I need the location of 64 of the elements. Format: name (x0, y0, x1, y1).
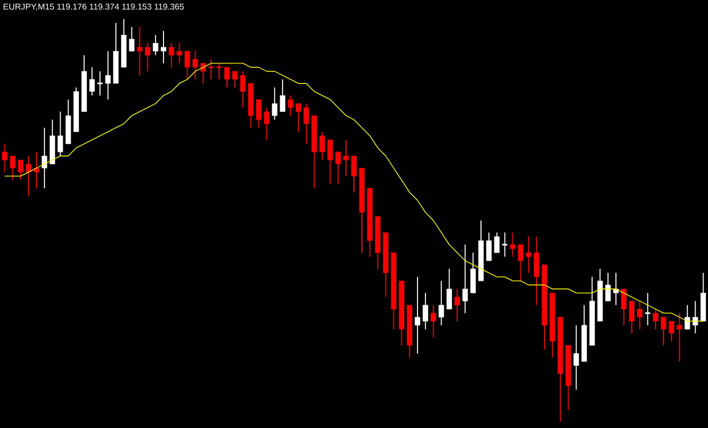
candlestick (486, 232, 492, 262)
candlestick (660, 316, 666, 346)
candlestick (501, 232, 508, 258)
candlestick (144, 42, 150, 72)
candlestick (176, 42, 182, 64)
candlestick (224, 66, 230, 88)
candlestick (200, 62, 206, 84)
candlestick (637, 300, 642, 330)
candlestick (280, 78, 286, 112)
candlestick (462, 244, 468, 314)
candlestick (184, 50, 190, 80)
candlestick (129, 26, 134, 52)
candlestick (438, 280, 444, 326)
candlestick (160, 30, 166, 64)
candlestick (34, 151, 40, 189)
candlestick (304, 103, 310, 144)
chart-title: EURJPY,M15 119.176 119.374 119.153 119.365 (4, 4, 184, 11)
candlestick (89, 66, 95, 96)
candlestick (454, 288, 460, 322)
candlestick (256, 99, 262, 128)
candlestick (613, 272, 619, 306)
candlestick (335, 151, 341, 185)
candlestick (168, 42, 174, 68)
candlestick (351, 155, 357, 193)
candlestick (644, 292, 652, 326)
candlestick (26, 155, 32, 197)
candlestick (692, 300, 698, 334)
candlestick (414, 276, 420, 354)
candlestick (446, 268, 452, 310)
candlestick (232, 70, 238, 88)
candlestick (320, 131, 325, 160)
candlestick (58, 111, 64, 156)
candlestick (494, 232, 500, 254)
candlestick (240, 70, 246, 108)
candlestick (422, 292, 428, 330)
candlestick (137, 26, 142, 76)
candlestick (192, 50, 198, 80)
candlestick (518, 244, 524, 282)
candlestick (668, 320, 674, 342)
candlestick (621, 288, 627, 326)
candlestick (2, 143, 8, 173)
candlestick (676, 312, 682, 362)
candlestick (652, 308, 658, 330)
candlestick (96, 70, 104, 96)
candlestick (272, 86, 278, 120)
candlestick (526, 236, 532, 274)
candlestick (105, 50, 111, 100)
candlestick (42, 127, 48, 189)
candlestick (574, 324, 579, 390)
candlestick (328, 139, 333, 185)
candlestick (216, 62, 222, 80)
candlestick (288, 95, 294, 116)
candlestick (605, 272, 611, 302)
candlestick (684, 304, 690, 330)
candlestick (10, 155, 16, 181)
candlestick (208, 58, 214, 80)
candlestick (296, 103, 302, 132)
candlestick (152, 34, 158, 56)
candlestick (18, 159, 24, 181)
candlestick (343, 139, 349, 177)
candlestick (629, 300, 634, 334)
candlestick (510, 232, 516, 258)
candlestick (430, 304, 436, 338)
candlestick (264, 107, 270, 140)
